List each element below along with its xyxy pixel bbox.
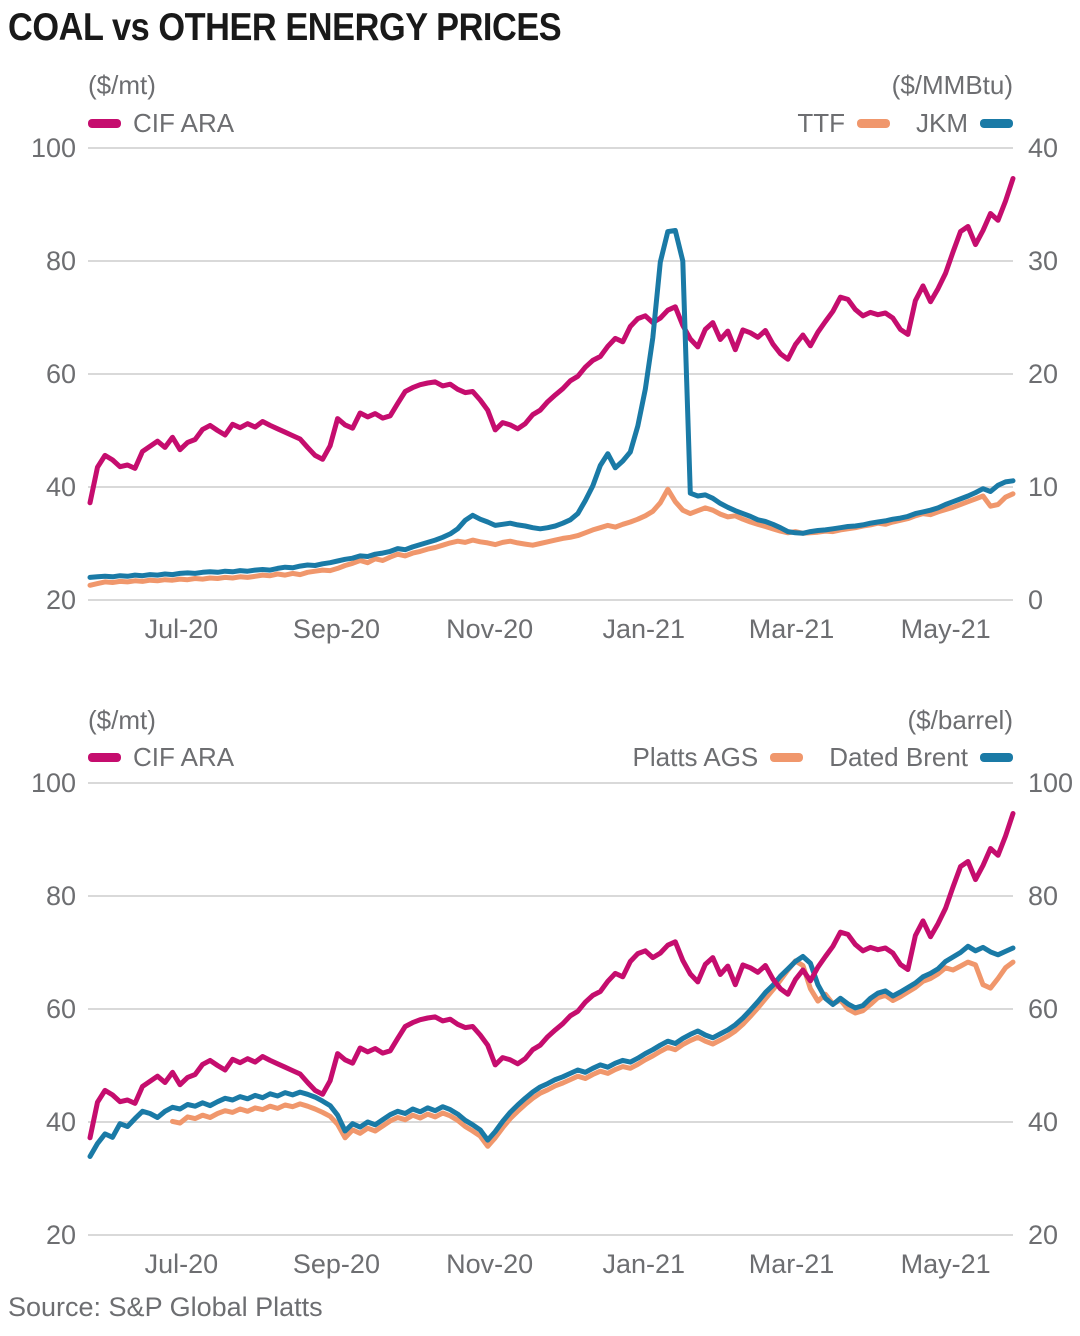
x-axis-tick-label: Jul-20	[145, 614, 219, 644]
y-axis-left-tick-label: 100	[31, 133, 76, 163]
top-chart-legend-right: TTF JKM	[797, 108, 1013, 139]
y-axis-left-tick-label: 20	[46, 1220, 76, 1250]
y-axis-right-tick-label: 20	[1028, 359, 1058, 389]
x-axis-tick-label: Sep-20	[293, 1249, 380, 1279]
y-axis-right-tick-label: 20	[1028, 1220, 1058, 1250]
y-axis-right-tick-label: 80	[1028, 881, 1058, 911]
y-axis-left-tick-label: 100	[31, 768, 76, 798]
ttf-legend-swatch	[857, 119, 890, 128]
top-chart-left-axis-unit: ($/mt)	[88, 70, 156, 100]
y-axis-left-tick-label: 60	[46, 359, 76, 389]
series-line-platts-ags	[170, 958, 1016, 1149]
series-line-dated-brent	[87, 943, 1016, 1159]
bottom-chart-left-axis-unit: ($/mt)	[88, 705, 156, 735]
jkm-legend-label: JKM	[916, 108, 968, 138]
x-axis-tick-label: Sep-20	[293, 614, 380, 644]
page-title: COAL vs OTHER ENERGY PRICES	[8, 6, 562, 49]
y-axis-left-tick-label: 40	[46, 1107, 76, 1137]
top-chart-right-axis-unit: ($/MMBtu)	[891, 70, 1013, 100]
x-axis-tick-label: Mar-21	[749, 1249, 835, 1279]
x-axis-tick-label: Jul-20	[145, 1249, 219, 1279]
platts-ags-legend-label: Platts AGS	[632, 742, 759, 772]
bottom-chart-legend-left: CIF ARA	[88, 742, 234, 773]
y-axis-right-tick-label: 10	[1028, 472, 1058, 502]
x-axis-tick-label: Jan-21	[603, 1249, 686, 1279]
ttf-legend-label: TTF	[797, 108, 845, 138]
x-axis-tick-label: Jan-21	[603, 614, 686, 644]
series-line-jkm	[87, 228, 1016, 580]
y-axis-left-tick-label: 80	[46, 881, 76, 911]
cif-ara-legend-swatch	[88, 753, 121, 762]
bottom-chart-right-axis-unit: ($/barrel)	[907, 705, 1013, 735]
x-axis-tick-label: May-21	[901, 1249, 991, 1279]
jkm-legend-swatch	[980, 119, 1013, 128]
y-axis-left-tick-label: 40	[46, 472, 76, 502]
cif-ara-legend-label: CIF ARA	[133, 742, 235, 772]
x-axis-tick-label: Nov-20	[446, 1249, 533, 1279]
source-note: Source: S&P Global Platts	[8, 1292, 323, 1322]
y-axis-right-tick-label: 40	[1028, 1107, 1058, 1137]
bottom-chart-legend-right: Platts AGS Dated Brent	[633, 742, 1013, 773]
cif-ara-legend-swatch	[88, 119, 121, 128]
y-axis-right-tick-label: 0	[1028, 585, 1043, 615]
x-axis-tick-label: Nov-20	[446, 614, 533, 644]
dated-brent-legend-label: Dated Brent	[829, 742, 968, 772]
cif-ara-legend-label: CIF ARA	[133, 108, 235, 138]
y-axis-right-tick-label: 40	[1028, 133, 1058, 163]
y-axis-right-tick-label: 100	[1028, 768, 1073, 798]
platts-ags-legend-swatch	[770, 753, 804, 762]
series-line-cif-ara	[87, 811, 1016, 1141]
y-axis-right-tick-label: 60	[1028, 994, 1058, 1024]
x-axis-tick-label: May-21	[901, 614, 991, 644]
y-axis-left-tick-label: 80	[46, 246, 76, 276]
top-chart-legend-left: CIF ARA	[88, 108, 234, 139]
series-line-cif-ara	[87, 176, 1016, 506]
y-axis-left-tick-label: 60	[46, 994, 76, 1024]
dated-brent-legend-swatch	[980, 753, 1013, 762]
y-axis-left-tick-label: 20	[46, 585, 76, 615]
y-axis-right-tick-label: 30	[1028, 246, 1058, 276]
x-axis-tick-label: Mar-21	[749, 614, 835, 644]
